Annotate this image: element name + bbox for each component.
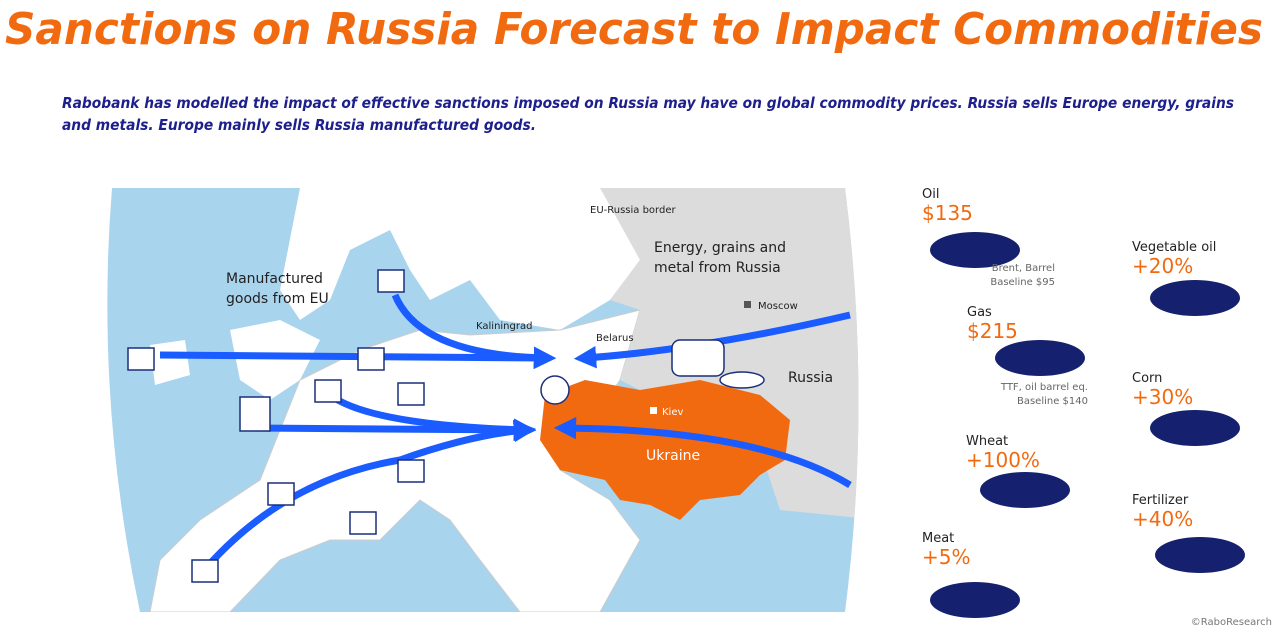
map-label: Ukraine: [646, 448, 700, 464]
commodity-name: Wheat: [966, 434, 1008, 449]
scandinavia: [280, 188, 640, 330]
commodity-note: Baseline $95: [990, 277, 1055, 288]
map-label: Kaliningrad: [476, 321, 532, 332]
box: [377, 269, 405, 293]
map-label: Kiev: [662, 407, 683, 418]
commodity-value: +30%: [1132, 385, 1193, 409]
bread: [719, 371, 765, 389]
moscow-marker: [744, 301, 751, 308]
box: [314, 379, 342, 403]
commodity-value: $215: [967, 319, 1018, 343]
map-label: Belarus: [596, 333, 634, 344]
commodity-icon: [1150, 280, 1240, 316]
arrow: [553, 416, 852, 488]
commodity-icon: [930, 232, 1020, 268]
box: [267, 482, 295, 506]
commodity-icon: [995, 340, 1085, 376]
box: [239, 396, 271, 432]
map-label: Energy, grains and: [654, 240, 786, 256]
map-label: metal from Russia: [654, 260, 781, 276]
kiev-marker: [650, 407, 657, 414]
commodity-value: $135: [922, 201, 973, 225]
box: [397, 459, 425, 483]
ireland: [150, 340, 190, 385]
box: [127, 347, 155, 371]
map-label: Russia: [788, 370, 833, 386]
commodity-name: Gas: [967, 305, 992, 320]
commodity-value: +20%: [1132, 254, 1193, 278]
commodity-icon: [980, 472, 1070, 508]
commodity-note: Baseline $140: [1017, 396, 1088, 407]
map-label: goods from EU: [226, 291, 329, 307]
commodity-name: Fertilizer: [1132, 493, 1189, 508]
commodity-name: Corn: [1132, 371, 1162, 386]
commodity-value: +100%: [966, 448, 1040, 472]
commodity-icon: [1155, 537, 1245, 573]
commodity-value: +5%: [922, 545, 971, 569]
map: EU-Russia border Energy, grains and meta…: [107, 188, 859, 612]
box: [349, 511, 377, 535]
commodities: Oil$135 Brent, Barrel Baseline $95 Gas$215 T…: [922, 187, 1245, 618]
arrow: [159, 346, 557, 370]
map-label: Manufactured: [226, 271, 323, 287]
subtitle: and metals. Europe mainly sells Russia m…: [62, 116, 536, 134]
map-label: EU-Russia border: [590, 205, 676, 216]
commodity-note: Brent, Barrel: [992, 263, 1055, 274]
commodity-note: TTF, oil barrel eq.: [1000, 382, 1088, 393]
ukraine: [540, 380, 790, 520]
subtitle: Rabobank has modelled the impact of effe…: [62, 94, 1234, 112]
barrels: [671, 339, 725, 377]
map-label: Moscow: [758, 301, 798, 312]
title: Sanctions on Russia Forecast to Impact C…: [5, 4, 1263, 55]
commodity-name: Meat: [922, 531, 954, 546]
commodity-icon: [1150, 410, 1240, 446]
boxes: [127, 269, 765, 583]
arrow: [391, 293, 557, 369]
britain: [230, 320, 320, 400]
box: [357, 347, 385, 371]
customs: [540, 375, 570, 405]
arrow: [197, 419, 537, 578]
box: [191, 559, 219, 583]
commodity-value: +40%: [1132, 507, 1193, 531]
commodity-icon: [930, 582, 1020, 618]
russia-land: [600, 188, 859, 520]
commodity-name: Vegetable oil: [1132, 240, 1216, 255]
credit: ©RaboResearch: [1191, 617, 1272, 628]
box: [397, 382, 425, 406]
commodity-name: Oil: [922, 187, 939, 202]
